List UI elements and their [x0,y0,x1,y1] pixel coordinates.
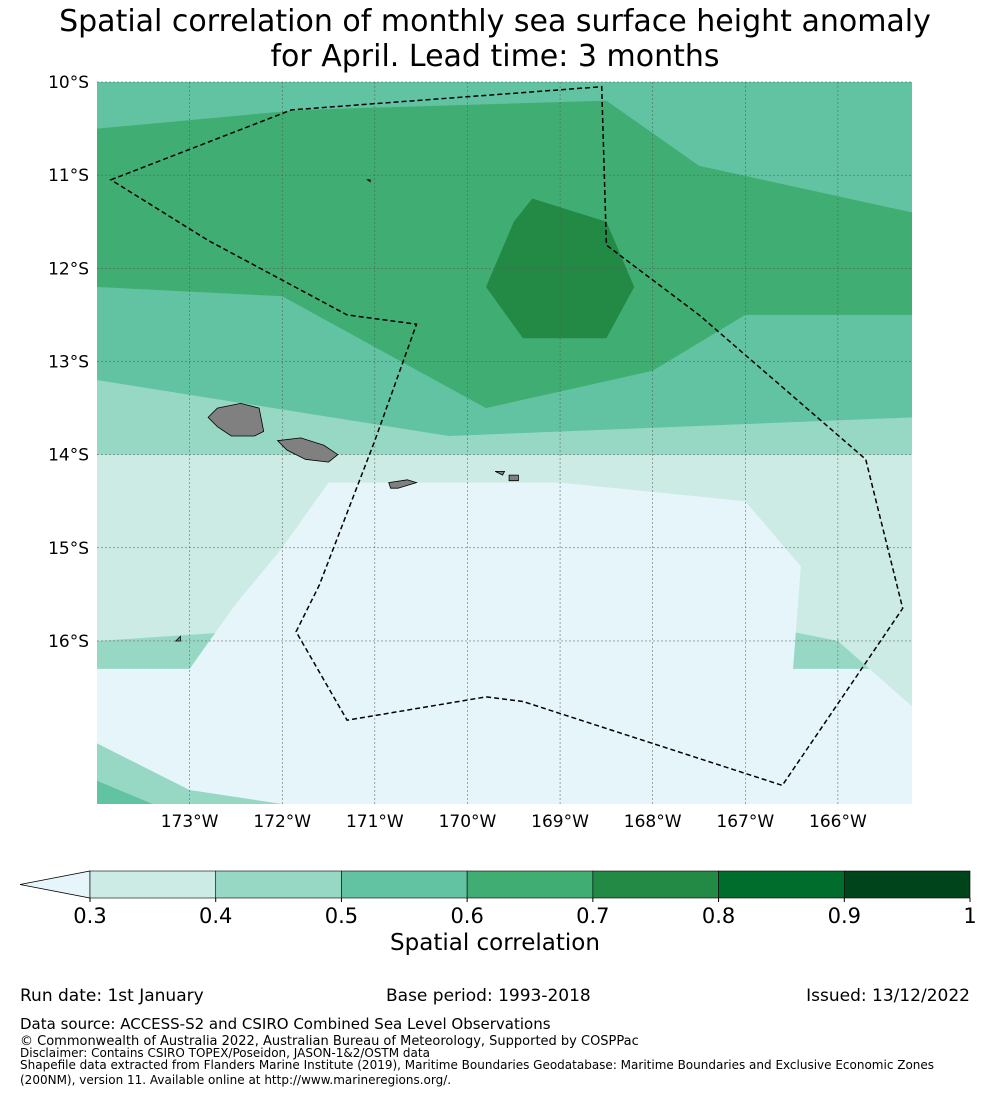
correlation-field [97,82,912,804]
lon-tick-label: 170°W [439,812,497,832]
colorbar-tick-label: 0.3 [73,904,106,926]
title-line-1: Spatial correlation of monthly sea surfa… [59,4,931,39]
colorbar-extend-arrow [19,870,91,899]
lat-tick-label: 10°S [48,73,89,93]
island-tutuila [388,479,418,489]
base-period: Base period: 1993-2018 [386,986,591,1006]
lat-tick-label: 15°S [48,539,89,559]
shapefile-credit-2: (200NM), version 11. Available online at… [20,1073,452,1087]
lon-tick-label: 167°W [716,812,774,832]
colorbar-swatch [843,870,971,899]
lon-tick-label: 173°W [161,812,219,832]
colorbar-swatch [341,870,468,899]
correlation-zone-7 [97,780,153,804]
lat-tick-label: 11°S [48,166,89,186]
lat-tick-label: 12°S [48,259,89,279]
island-upolu [276,437,339,463]
colorbar-swatch [215,870,342,899]
colorbar-tick-label: 0.5 [325,904,358,926]
data-source: Data source: ACCESS-S2 and CSIRO Combine… [20,1015,551,1033]
eez-boundary-group [109,85,904,787]
correlation-zone-6 [97,743,283,804]
colorbar-tick-label: 0.6 [450,904,483,926]
island-tau [508,474,519,482]
title-line-2: for April. Lead time: 3 months [270,39,720,74]
colorbar-label: Spatial correlation [390,930,600,956]
island-swains [366,179,371,183]
copyright: © Commonwealth of Australia 2022, Austra… [20,1034,639,1049]
colorbar-swatch [718,870,845,899]
lat-tick-label: 16°S [48,632,89,652]
lat-tick-label: 13°S [48,352,89,372]
lon-tick-label: 169°W [531,812,589,832]
lon-tick-label: 168°W [624,812,682,832]
correlation-zone-3 [486,198,635,339]
colorbar-tick-label: 1 [963,904,976,926]
lon-tick-label: 166°W [809,812,867,832]
colorbar-swatch [592,870,719,899]
island-ofuolosega [495,470,506,476]
colorbar: 0.3 0.4 0.5 0.6 0.7 0.8 0.9 1 [19,870,977,926]
shapefile-credit-1: Shapefile data extracted from Flanders M… [20,1058,935,1072]
lon-tick-label: 172°W [253,812,311,832]
colorbar-tick-label: 0.4 [199,904,232,926]
lon-tick-label: 171°W [346,812,404,832]
colorbar-tick-label: 0.9 [828,904,861,926]
island-savaii [207,402,265,437]
colorbar-swatch [466,870,594,899]
island-rose [174,635,181,642]
lat-tick-label: 14°S [48,446,89,466]
map-gridlines [97,81,912,804]
colorbar-tick-label: 0.7 [576,904,609,926]
run-date: Run date: 1st January [20,986,204,1006]
longitude-labels: 173°W 172°W 171°W 170°W 169°W 168°W 167°W 166°W [161,812,867,832]
eez-boundary [109,85,904,787]
page-title: Spatial correlation of monthly sea surfa… [0,4,990,74]
issued-date: Issued: 13/12/2022 [806,986,970,1006]
colorbar-swatch [89,870,217,899]
land-masses [174,179,519,642]
colorbar-tick-label: 0.8 [702,904,735,926]
latitude-labels: 10°S 11°S 12°S 13°S 14°S 15°S 16°S [48,73,89,652]
disclaimer: Disclaimer: Contains CSIRO TOPEX/Poseido… [20,1046,430,1060]
map[interactable]: 10°S11°S12°S13°S14°S15°S16°S 173°W 172°W 1… [0,0,990,860]
